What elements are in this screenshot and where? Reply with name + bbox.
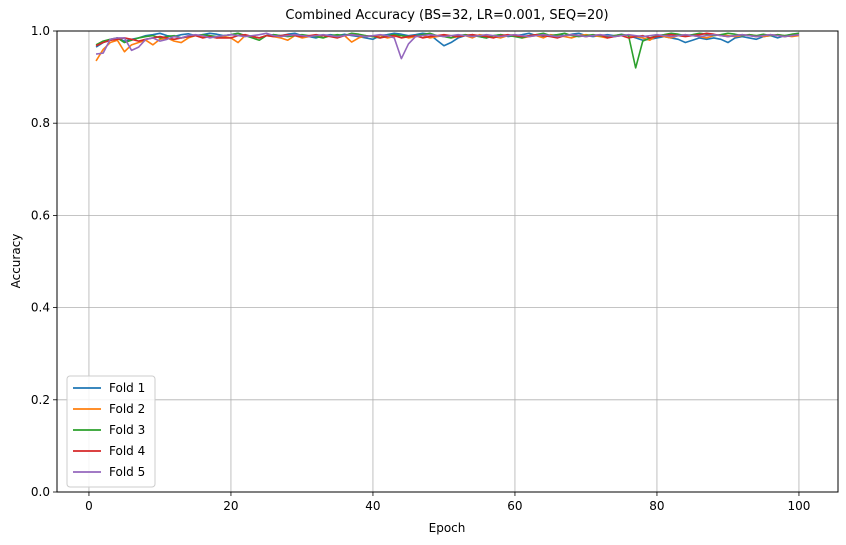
x-tick-label: 80 (649, 499, 664, 513)
y-axis-label: Accuracy (9, 234, 23, 289)
grid (57, 30, 838, 493)
series-lines (95, 32, 800, 69)
series-line-fold-5 (95, 32, 800, 60)
series-line-fold-3 (95, 32, 800, 69)
y-axis-ticks: 0.0 0.2 0.4 0.6 0.8 1.0 (31, 24, 57, 499)
x-tick-label: 60 (507, 499, 522, 513)
x-tick-label: 100 (787, 499, 810, 513)
legend-label-fold-4: Fold 4 (109, 444, 145, 458)
legend-frame (66, 375, 156, 488)
legend-label-fold-2: Fold 2 (109, 402, 145, 416)
legend-label-fold-1: Fold 1 (109, 381, 145, 395)
x-axis-ticks: 0 20 40 60 80 100 (85, 492, 810, 513)
y-tick-label: 0.6 (31, 208, 50, 222)
y-tick-label: 0.8 (31, 116, 50, 130)
plot-frame (56, 30, 839, 493)
y-tick-label: 1.0 (31, 24, 50, 38)
y-tick-label: 0.0 (31, 485, 50, 499)
chart-title: Combined Accuracy (BS=32, LR=0.001, SEQ=… (285, 8, 608, 23)
legend-label-fold-3: Fold 3 (109, 423, 145, 437)
series-line-fold-2 (95, 33, 800, 62)
x-axis-label: Epoch (429, 521, 466, 535)
y-tick-label: 0.4 (31, 301, 50, 315)
legend-label-fold-5: Fold 5 (109, 465, 145, 479)
x-tick-label: 0 (85, 499, 93, 513)
x-tick-label: 20 (223, 499, 238, 513)
y-tick-label: 0.2 (31, 393, 50, 407)
legend: Fold 1 Fold 2 Fold 3 Fold 4 Fold 5 (66, 375, 156, 488)
x-tick-label: 40 (365, 499, 380, 513)
series-line-fold-1 (95, 32, 800, 48)
